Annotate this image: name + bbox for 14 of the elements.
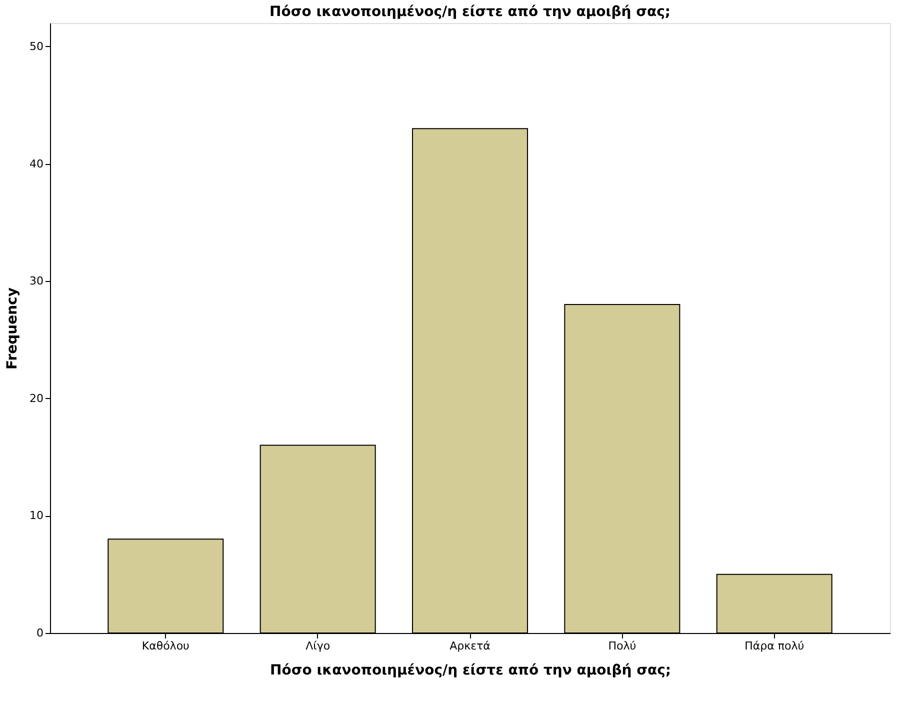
x-axis-title: Πόσο ικανοποιημένος/η είστε από την αμοιβή σας; [270, 662, 672, 678]
x-tick-label: Πάρα πολύ [744, 640, 804, 652]
x-tick-label: Αρκετά [450, 640, 490, 652]
x-tick-label: Λίγο [306, 640, 330, 652]
x-tick-label: Καθόλου [142, 640, 190, 652]
y-tick-label: 50 [30, 40, 44, 53]
y-tick-label: 10 [30, 509, 44, 522]
y-tick-label: 20 [30, 392, 44, 405]
x-tick-label: Πολύ [608, 640, 636, 652]
y-tick-label: 0 [36, 626, 44, 640]
chart-title: Πόσο ικανοποιημένος/η είστε από την αμοιβή σας; [269, 4, 671, 20]
y-tick-label: 30 [30, 274, 44, 288]
y-tick-label: 40 [30, 157, 44, 170]
y-axis-title: Frequency [4, 288, 21, 370]
